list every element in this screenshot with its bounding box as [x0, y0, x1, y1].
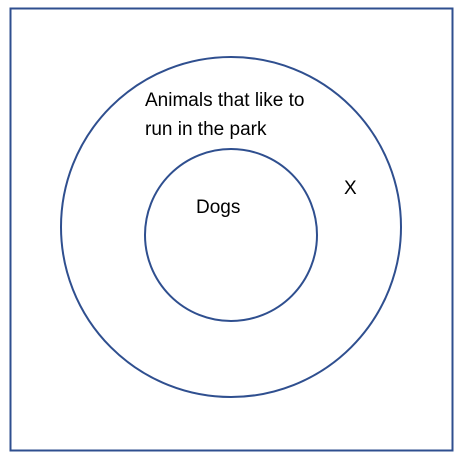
- universal-set-box: [9, 7, 454, 452]
- outer-set-label-line2: run in the park: [145, 119, 267, 140]
- outer-set-label-line1: Animals that like to: [145, 90, 304, 111]
- inner-set-label: Dogs: [196, 197, 240, 218]
- point-x-label: X: [344, 178, 357, 199]
- inner-set-circle: [144, 148, 318, 322]
- outer-set-circle: [60, 56, 402, 398]
